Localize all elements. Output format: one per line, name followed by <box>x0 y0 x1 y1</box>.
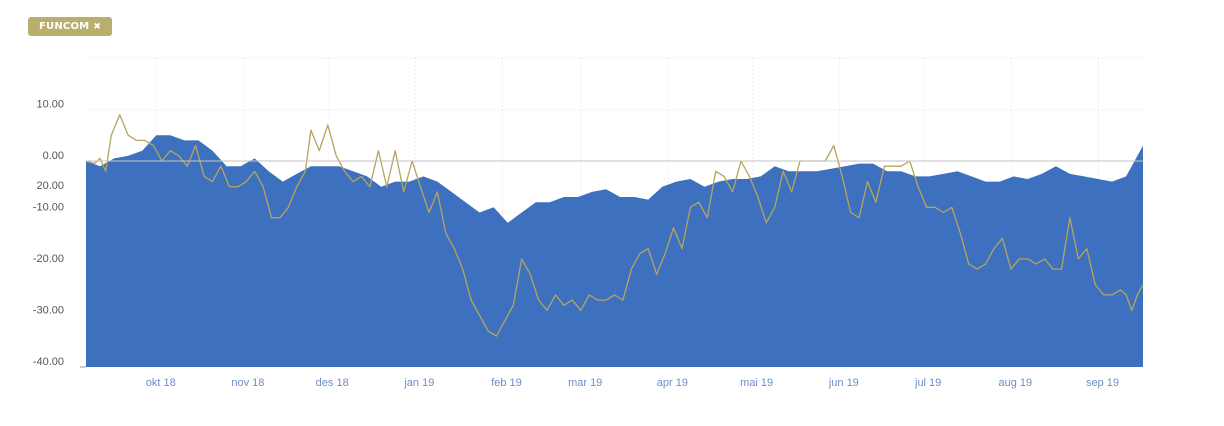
area-series-fill <box>86 135 1143 367</box>
y-axis: 10.00 0.00 -10.00 -20.00 -30.00 -40.00 20.00 <box>33 99 86 368</box>
x-tick-label: apr 19 <box>657 377 688 389</box>
y-tick-label: -30.00 <box>33 305 64 317</box>
x-tick-label: jul 19 <box>914 377 941 389</box>
x-tick-label: mai 19 <box>740 377 773 389</box>
x-tick-label: mar 19 <box>568 377 602 389</box>
line-series <box>85 114 1144 337</box>
x-tick-label: des 18 <box>316 377 349 389</box>
x-tick-label: aug 19 <box>998 377 1032 389</box>
funcom-filter-chip[interactable]: FUNCOM ✖ <box>28 17 113 36</box>
x-tick-label: nov 18 <box>231 377 264 389</box>
x-tick-label: jun 19 <box>828 377 859 389</box>
x-tick-label: okt 18 <box>146 377 176 389</box>
close-icon[interactable]: ✖ <box>93 22 102 32</box>
x-tick-label: feb 19 <box>491 377 522 389</box>
y-tick-label: -20.00 <box>33 253 64 265</box>
y-tick-label-overlap: 20.00 <box>36 180 64 192</box>
y-tick-label: -40.00 <box>33 356 64 368</box>
y-tick-label: 0.00 <box>43 150 64 162</box>
x-tick-label: sep 19 <box>1086 377 1119 389</box>
y-tick-label: 10.00 <box>36 99 64 111</box>
line-series-path <box>85 114 1144 337</box>
x-axis: okt 18 nov 18 des 18 jan 19 feb 19 mar 19 apr … <box>146 377 1119 389</box>
x-tick-label: jan 19 <box>403 377 434 389</box>
y-tick-label: -10.00 <box>33 202 64 214</box>
filter-chip-label: FUNCOM <box>39 21 90 32</box>
area-series <box>86 135 1143 367</box>
